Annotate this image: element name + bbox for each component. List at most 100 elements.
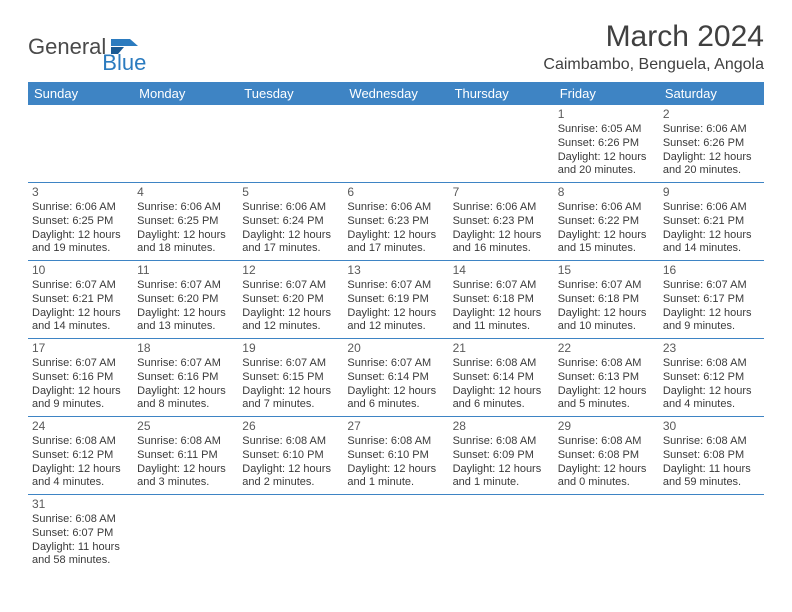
sunset-text: Sunset: 6:08 PM <box>663 449 760 463</box>
daylight-text: and 1 minute. <box>347 476 444 490</box>
daylight-text: Daylight: 12 hours <box>347 307 444 321</box>
day-number: 24 <box>32 419 129 434</box>
daylight-text: and 0 minutes. <box>558 476 655 490</box>
calendar-table: Sunday Monday Tuesday Wednesday Thursday… <box>28 82 764 572</box>
calendar-row: 10Sunrise: 6:07 AMSunset: 6:21 PMDayligh… <box>28 261 764 339</box>
month-title: March 2024 <box>543 20 764 54</box>
daylight-text: and 3 minutes. <box>137 476 234 490</box>
daylight-text: Daylight: 12 hours <box>32 385 129 399</box>
sunrise-text: Sunrise: 6:08 AM <box>663 357 760 371</box>
daylight-text: and 17 minutes. <box>242 242 339 256</box>
calendar-cell: 30Sunrise: 6:08 AMSunset: 6:08 PMDayligh… <box>659 417 764 495</box>
day-number: 27 <box>347 419 444 434</box>
sunrise-text: Sunrise: 6:08 AM <box>32 435 129 449</box>
daylight-text: Daylight: 12 hours <box>453 463 550 477</box>
sunset-text: Sunset: 6:09 PM <box>453 449 550 463</box>
calendar-cell: 26Sunrise: 6:08 AMSunset: 6:10 PMDayligh… <box>238 417 343 495</box>
logo-text-blue: Blue <box>102 50 146 76</box>
calendar-cell <box>133 495 238 573</box>
daylight-text: Daylight: 12 hours <box>137 463 234 477</box>
calendar-cell: 5Sunrise: 6:06 AMSunset: 6:24 PMDaylight… <box>238 183 343 261</box>
sunset-text: Sunset: 6:13 PM <box>558 371 655 385</box>
header: General Blue March 2024 Caimbambo, Bengu… <box>28 20 764 74</box>
sunset-text: Sunset: 6:10 PM <box>347 449 444 463</box>
weekday-header: Sunday <box>28 82 133 105</box>
daylight-text: and 12 minutes. <box>347 320 444 334</box>
day-number: 20 <box>347 341 444 356</box>
day-number: 14 <box>453 263 550 278</box>
calendar-row: 31Sunrise: 6:08 AMSunset: 6:07 PMDayligh… <box>28 495 764 573</box>
sunrise-text: Sunrise: 6:07 AM <box>242 279 339 293</box>
calendar-cell: 2Sunrise: 6:06 AMSunset: 6:26 PMDaylight… <box>659 105 764 183</box>
sunrise-text: Sunrise: 6:08 AM <box>137 435 234 449</box>
daylight-text: and 20 minutes. <box>558 164 655 178</box>
daylight-text: and 12 minutes. <box>242 320 339 334</box>
daylight-text: and 4 minutes. <box>32 476 129 490</box>
daylight-text: and 13 minutes. <box>137 320 234 334</box>
daylight-text: Daylight: 12 hours <box>347 385 444 399</box>
calendar-cell: 7Sunrise: 6:06 AMSunset: 6:23 PMDaylight… <box>449 183 554 261</box>
calendar-cell: 29Sunrise: 6:08 AMSunset: 6:08 PMDayligh… <box>554 417 659 495</box>
daylight-text: and 16 minutes. <box>453 242 550 256</box>
calendar-cell <box>238 495 343 573</box>
calendar-cell: 27Sunrise: 6:08 AMSunset: 6:10 PMDayligh… <box>343 417 448 495</box>
sunrise-text: Sunrise: 6:07 AM <box>32 279 129 293</box>
daylight-text: and 17 minutes. <box>347 242 444 256</box>
day-number: 18 <box>137 341 234 356</box>
daylight-text: and 2 minutes. <box>242 476 339 490</box>
sunrise-text: Sunrise: 6:06 AM <box>347 201 444 215</box>
sunset-text: Sunset: 6:20 PM <box>137 293 234 307</box>
weekday-header: Saturday <box>659 82 764 105</box>
daylight-text: Daylight: 12 hours <box>137 307 234 321</box>
daylight-text: and 6 minutes. <box>453 398 550 412</box>
calendar-cell <box>133 105 238 183</box>
calendar-cell: 15Sunrise: 6:07 AMSunset: 6:18 PMDayligh… <box>554 261 659 339</box>
daylight-text: Daylight: 12 hours <box>663 151 760 165</box>
calendar-row: 1Sunrise: 6:05 AMSunset: 6:26 PMDaylight… <box>28 105 764 183</box>
sunset-text: Sunset: 6:16 PM <box>32 371 129 385</box>
day-number: 3 <box>32 185 129 200</box>
sunrise-text: Sunrise: 6:06 AM <box>663 201 760 215</box>
sunset-text: Sunset: 6:14 PM <box>347 371 444 385</box>
sunrise-text: Sunrise: 6:07 AM <box>137 357 234 371</box>
day-number: 4 <box>137 185 234 200</box>
calendar-cell <box>449 105 554 183</box>
calendar-cell: 22Sunrise: 6:08 AMSunset: 6:13 PMDayligh… <box>554 339 659 417</box>
sunrise-text: Sunrise: 6:08 AM <box>347 435 444 449</box>
day-number: 5 <box>242 185 339 200</box>
sunrise-text: Sunrise: 6:07 AM <box>347 279 444 293</box>
calendar-row: 24Sunrise: 6:08 AMSunset: 6:12 PMDayligh… <box>28 417 764 495</box>
daylight-text: and 9 minutes. <box>663 320 760 334</box>
calendar-cell: 6Sunrise: 6:06 AMSunset: 6:23 PMDaylight… <box>343 183 448 261</box>
calendar-cell <box>343 105 448 183</box>
sunrise-text: Sunrise: 6:06 AM <box>558 201 655 215</box>
sunset-text: Sunset: 6:23 PM <box>347 215 444 229</box>
sunset-text: Sunset: 6:22 PM <box>558 215 655 229</box>
sunrise-text: Sunrise: 6:08 AM <box>32 513 129 527</box>
calendar-cell: 14Sunrise: 6:07 AMSunset: 6:18 PMDayligh… <box>449 261 554 339</box>
daylight-text: Daylight: 12 hours <box>453 229 550 243</box>
sunrise-text: Sunrise: 6:08 AM <box>663 435 760 449</box>
daylight-text: Daylight: 12 hours <box>242 229 339 243</box>
daylight-text: Daylight: 12 hours <box>137 385 234 399</box>
sunset-text: Sunset: 6:24 PM <box>242 215 339 229</box>
calendar-cell: 19Sunrise: 6:07 AMSunset: 6:15 PMDayligh… <box>238 339 343 417</box>
calendar-cell <box>28 105 133 183</box>
calendar-cell: 25Sunrise: 6:08 AMSunset: 6:11 PMDayligh… <box>133 417 238 495</box>
calendar-cell <box>343 495 448 573</box>
weekday-header: Monday <box>133 82 238 105</box>
daylight-text: and 9 minutes. <box>32 398 129 412</box>
sunset-text: Sunset: 6:21 PM <box>663 215 760 229</box>
day-number: 11 <box>137 263 234 278</box>
sunrise-text: Sunrise: 6:06 AM <box>453 201 550 215</box>
calendar-cell: 16Sunrise: 6:07 AMSunset: 6:17 PMDayligh… <box>659 261 764 339</box>
day-number: 30 <box>663 419 760 434</box>
calendar-cell: 8Sunrise: 6:06 AMSunset: 6:22 PMDaylight… <box>554 183 659 261</box>
sunset-text: Sunset: 6:16 PM <box>137 371 234 385</box>
day-number: 8 <box>558 185 655 200</box>
calendar-cell: 9Sunrise: 6:06 AMSunset: 6:21 PMDaylight… <box>659 183 764 261</box>
calendar-cell: 12Sunrise: 6:07 AMSunset: 6:20 PMDayligh… <box>238 261 343 339</box>
daylight-text: Daylight: 12 hours <box>558 307 655 321</box>
daylight-text: Daylight: 12 hours <box>663 385 760 399</box>
daylight-text: Daylight: 12 hours <box>453 307 550 321</box>
